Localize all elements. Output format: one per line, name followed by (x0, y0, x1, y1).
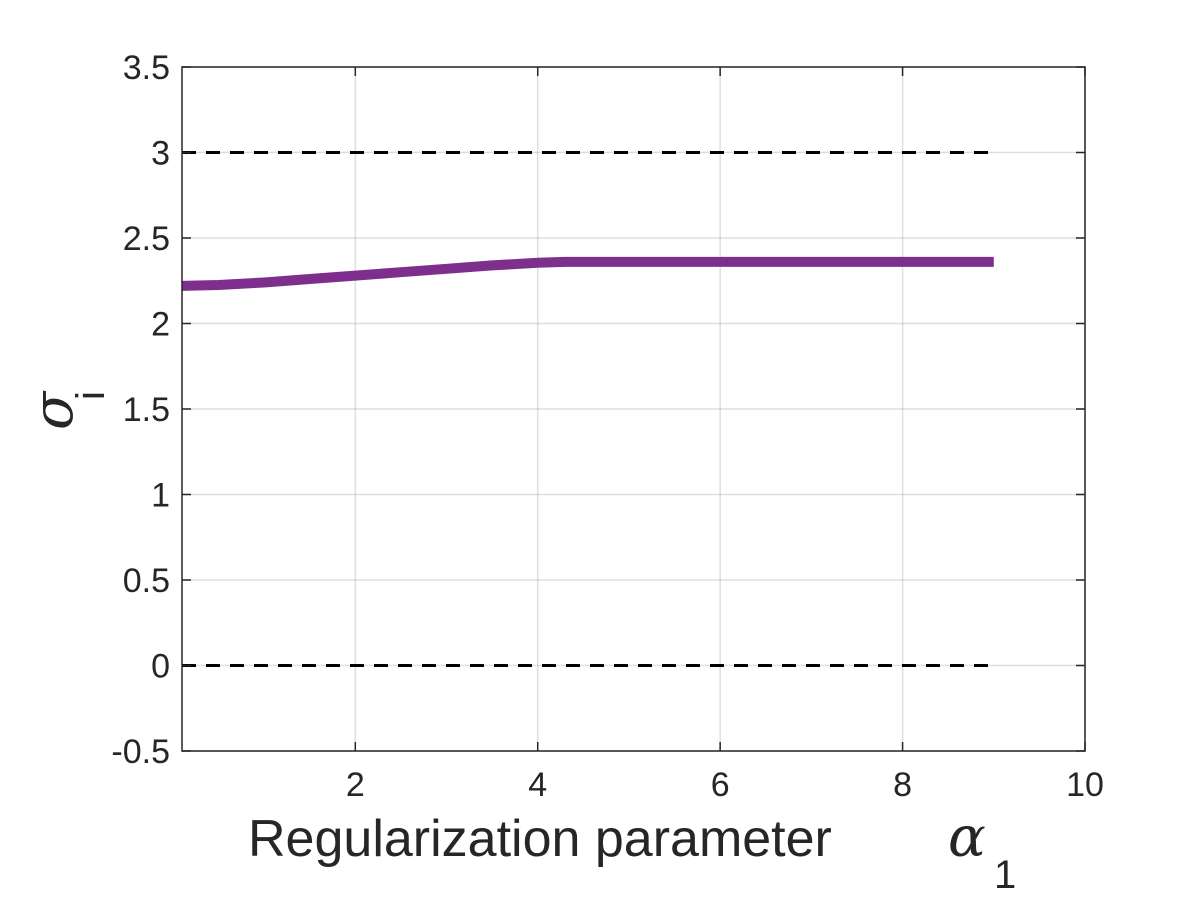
ticks (182, 66, 1086, 752)
x-tick-label: 8 (893, 766, 912, 804)
y-tick-label: 0 (151, 648, 170, 686)
series-layer (181, 151, 994, 667)
x-axis-symbol: α (948, 805, 986, 870)
x-axis-subscript: 1 (994, 853, 1016, 897)
y-axis-label: σ i (21, 390, 113, 430)
y-tick-label: 0.5 (123, 562, 170, 600)
x-axis-label-text: Regularization parameter (248, 810, 832, 868)
x-tick-label: 6 (711, 766, 730, 804)
y-tick-label: 2.5 (123, 220, 170, 258)
y-axis-subscript: i (69, 391, 113, 400)
y-tick-label: -0.5 (111, 733, 170, 771)
x-tick-label: 4 (528, 766, 547, 804)
x-tick-labels: 2 4 6 8 10 (346, 766, 1104, 804)
y-tick-label: 2 (151, 306, 170, 344)
series-line-0 (181, 256, 994, 291)
y-tick-label: 3 (151, 135, 170, 173)
x-axis-label: Regularization parameter (248, 810, 832, 868)
y-tick-label: 1 (151, 477, 170, 515)
plot-background (182, 67, 1085, 751)
y-tick-label: 3.5 (123, 49, 170, 87)
x-tick-label: 2 (346, 766, 365, 804)
y-axis-symbol: σ (21, 390, 86, 430)
y-tick-label: 1.5 (123, 391, 170, 429)
x-tick-label: 10 (1066, 766, 1104, 804)
y-tick-labels: -0.5 0 0.5 1 1.5 2 2.5 3 3.5 (111, 49, 170, 771)
